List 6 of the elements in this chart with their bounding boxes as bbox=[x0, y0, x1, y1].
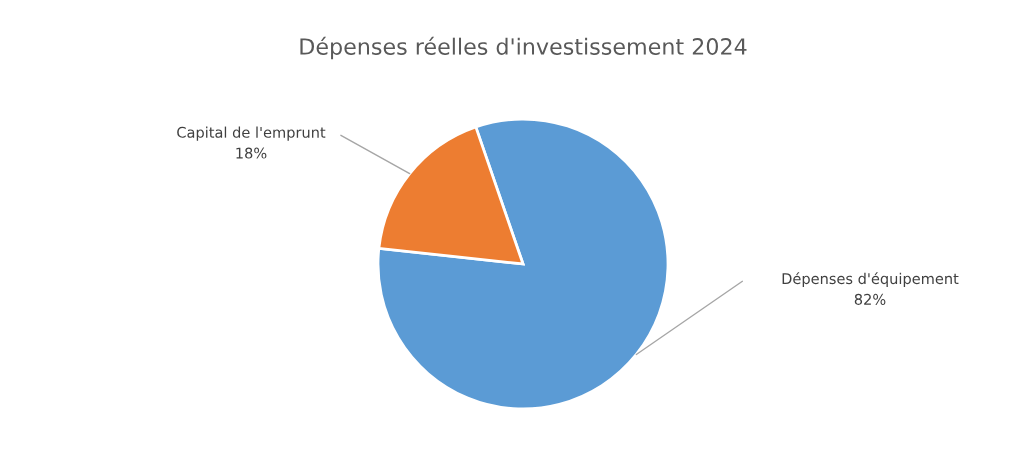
pie-slice bbox=[376, 117, 670, 411]
data-label: 82% bbox=[854, 293, 886, 305]
slice-label: Dépenses d'équipement bbox=[782, 272, 959, 287]
chart-title: Dépenses réelles d'investissement 2024 bbox=[300, 36, 747, 60]
data-label: 18% bbox=[236, 147, 267, 159]
slice-label: Capital de l'emprunt bbox=[177, 126, 326, 141]
